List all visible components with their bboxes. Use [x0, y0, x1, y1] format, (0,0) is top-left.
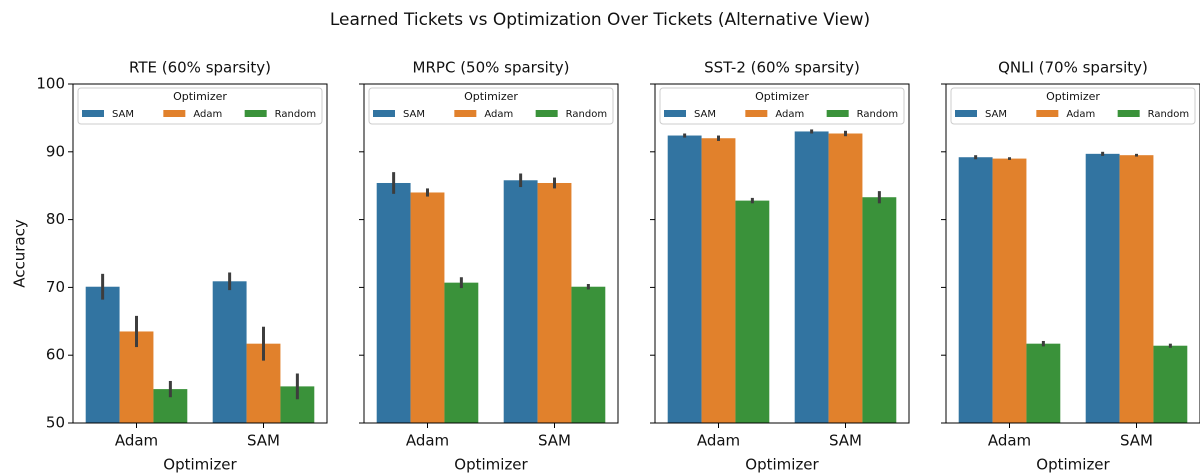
bar	[862, 197, 897, 423]
bar	[1153, 345, 1188, 423]
x-tick-label: SAM	[1120, 432, 1153, 450]
bar	[537, 182, 572, 423]
legend-swatch	[454, 110, 477, 117]
x-axis-label: Optimizer	[454, 456, 528, 474]
subplot-title: SST-2 (60% sparsity)	[704, 59, 860, 77]
y-tick-label: 100	[36, 75, 65, 93]
x-tick-label: Adam	[988, 432, 1031, 450]
x-axis-label: Optimizer	[745, 456, 819, 474]
legend-swatch	[163, 110, 186, 117]
bar	[794, 131, 829, 423]
legend-title: Optimizer	[173, 90, 227, 103]
figure-title: Learned Tickets vs Optimization Over Tic…	[330, 10, 870, 30]
legend-label: Adam	[775, 109, 804, 120]
x-axis-label: Optimizer	[163, 456, 237, 474]
legend-swatch	[745, 110, 768, 117]
x-tick-label: Adam	[406, 432, 449, 450]
subplot-title: RTE (60% sparsity)	[129, 59, 271, 77]
subplot-title: MRPC (50% sparsity)	[413, 59, 570, 77]
bar	[85, 286, 120, 423]
bar	[1085, 153, 1120, 424]
legend-swatch	[373, 110, 395, 117]
legend-swatch	[535, 110, 558, 117]
legend-label: SAM	[112, 109, 134, 120]
legend-label: Adam	[193, 109, 222, 120]
x-axis-label: Optimizer	[1036, 456, 1110, 474]
bar	[667, 135, 702, 423]
legend-label: Random	[857, 109, 898, 120]
bar	[1119, 155, 1154, 423]
bar	[444, 282, 479, 423]
y-tick-label: 50	[46, 414, 65, 432]
axes-frame	[363, 83, 619, 424]
bar	[503, 180, 538, 423]
bar	[701, 138, 736, 424]
y-tick-label: 60	[46, 346, 65, 364]
legend-label: SAM	[403, 109, 425, 120]
y-tick-label: 80	[46, 210, 65, 228]
bar	[410, 192, 445, 423]
legend-label: Adam	[1066, 109, 1095, 120]
x-tick-label: Adam	[697, 432, 740, 450]
axes-frame	[72, 83, 328, 424]
legend-label: Random	[275, 109, 316, 120]
legend-label: SAM	[985, 109, 1007, 120]
legend-label: Random	[566, 109, 607, 120]
x-tick-label: SAM	[829, 432, 862, 450]
y-axis-label: Accuracy	[11, 219, 29, 288]
legend-label: Adam	[484, 109, 513, 120]
bar	[992, 158, 1027, 423]
bar	[212, 281, 247, 423]
legend-swatch	[1036, 110, 1059, 117]
legend-title: Optimizer	[1046, 90, 1100, 103]
legend-swatch	[244, 110, 267, 117]
x-tick-label: SAM	[247, 432, 280, 450]
axes-frame	[654, 83, 910, 424]
y-tick-label: 70	[46, 278, 65, 296]
bar	[376, 182, 411, 423]
legend-title: Optimizer	[755, 90, 809, 103]
subplot-title: QNLI (70% sparsity)	[998, 59, 1148, 77]
y-tick-label: 90	[46, 142, 65, 160]
bar	[958, 157, 993, 423]
legend-swatch	[826, 110, 849, 117]
legend-title: Optimizer	[464, 90, 518, 103]
x-tick-label: SAM	[538, 432, 571, 450]
axes-frame	[945, 83, 1200, 424]
bar	[828, 133, 863, 423]
legend-label: Random	[1148, 109, 1189, 120]
x-tick-label: Adam	[115, 432, 158, 450]
legend-label: SAM	[694, 109, 716, 120]
bar	[1026, 343, 1061, 423]
legend-swatch	[955, 110, 977, 117]
legend-swatch	[664, 110, 686, 117]
legend-swatch	[1117, 110, 1140, 117]
bar	[735, 200, 770, 423]
bar	[571, 286, 606, 423]
legend-swatch	[82, 110, 104, 117]
